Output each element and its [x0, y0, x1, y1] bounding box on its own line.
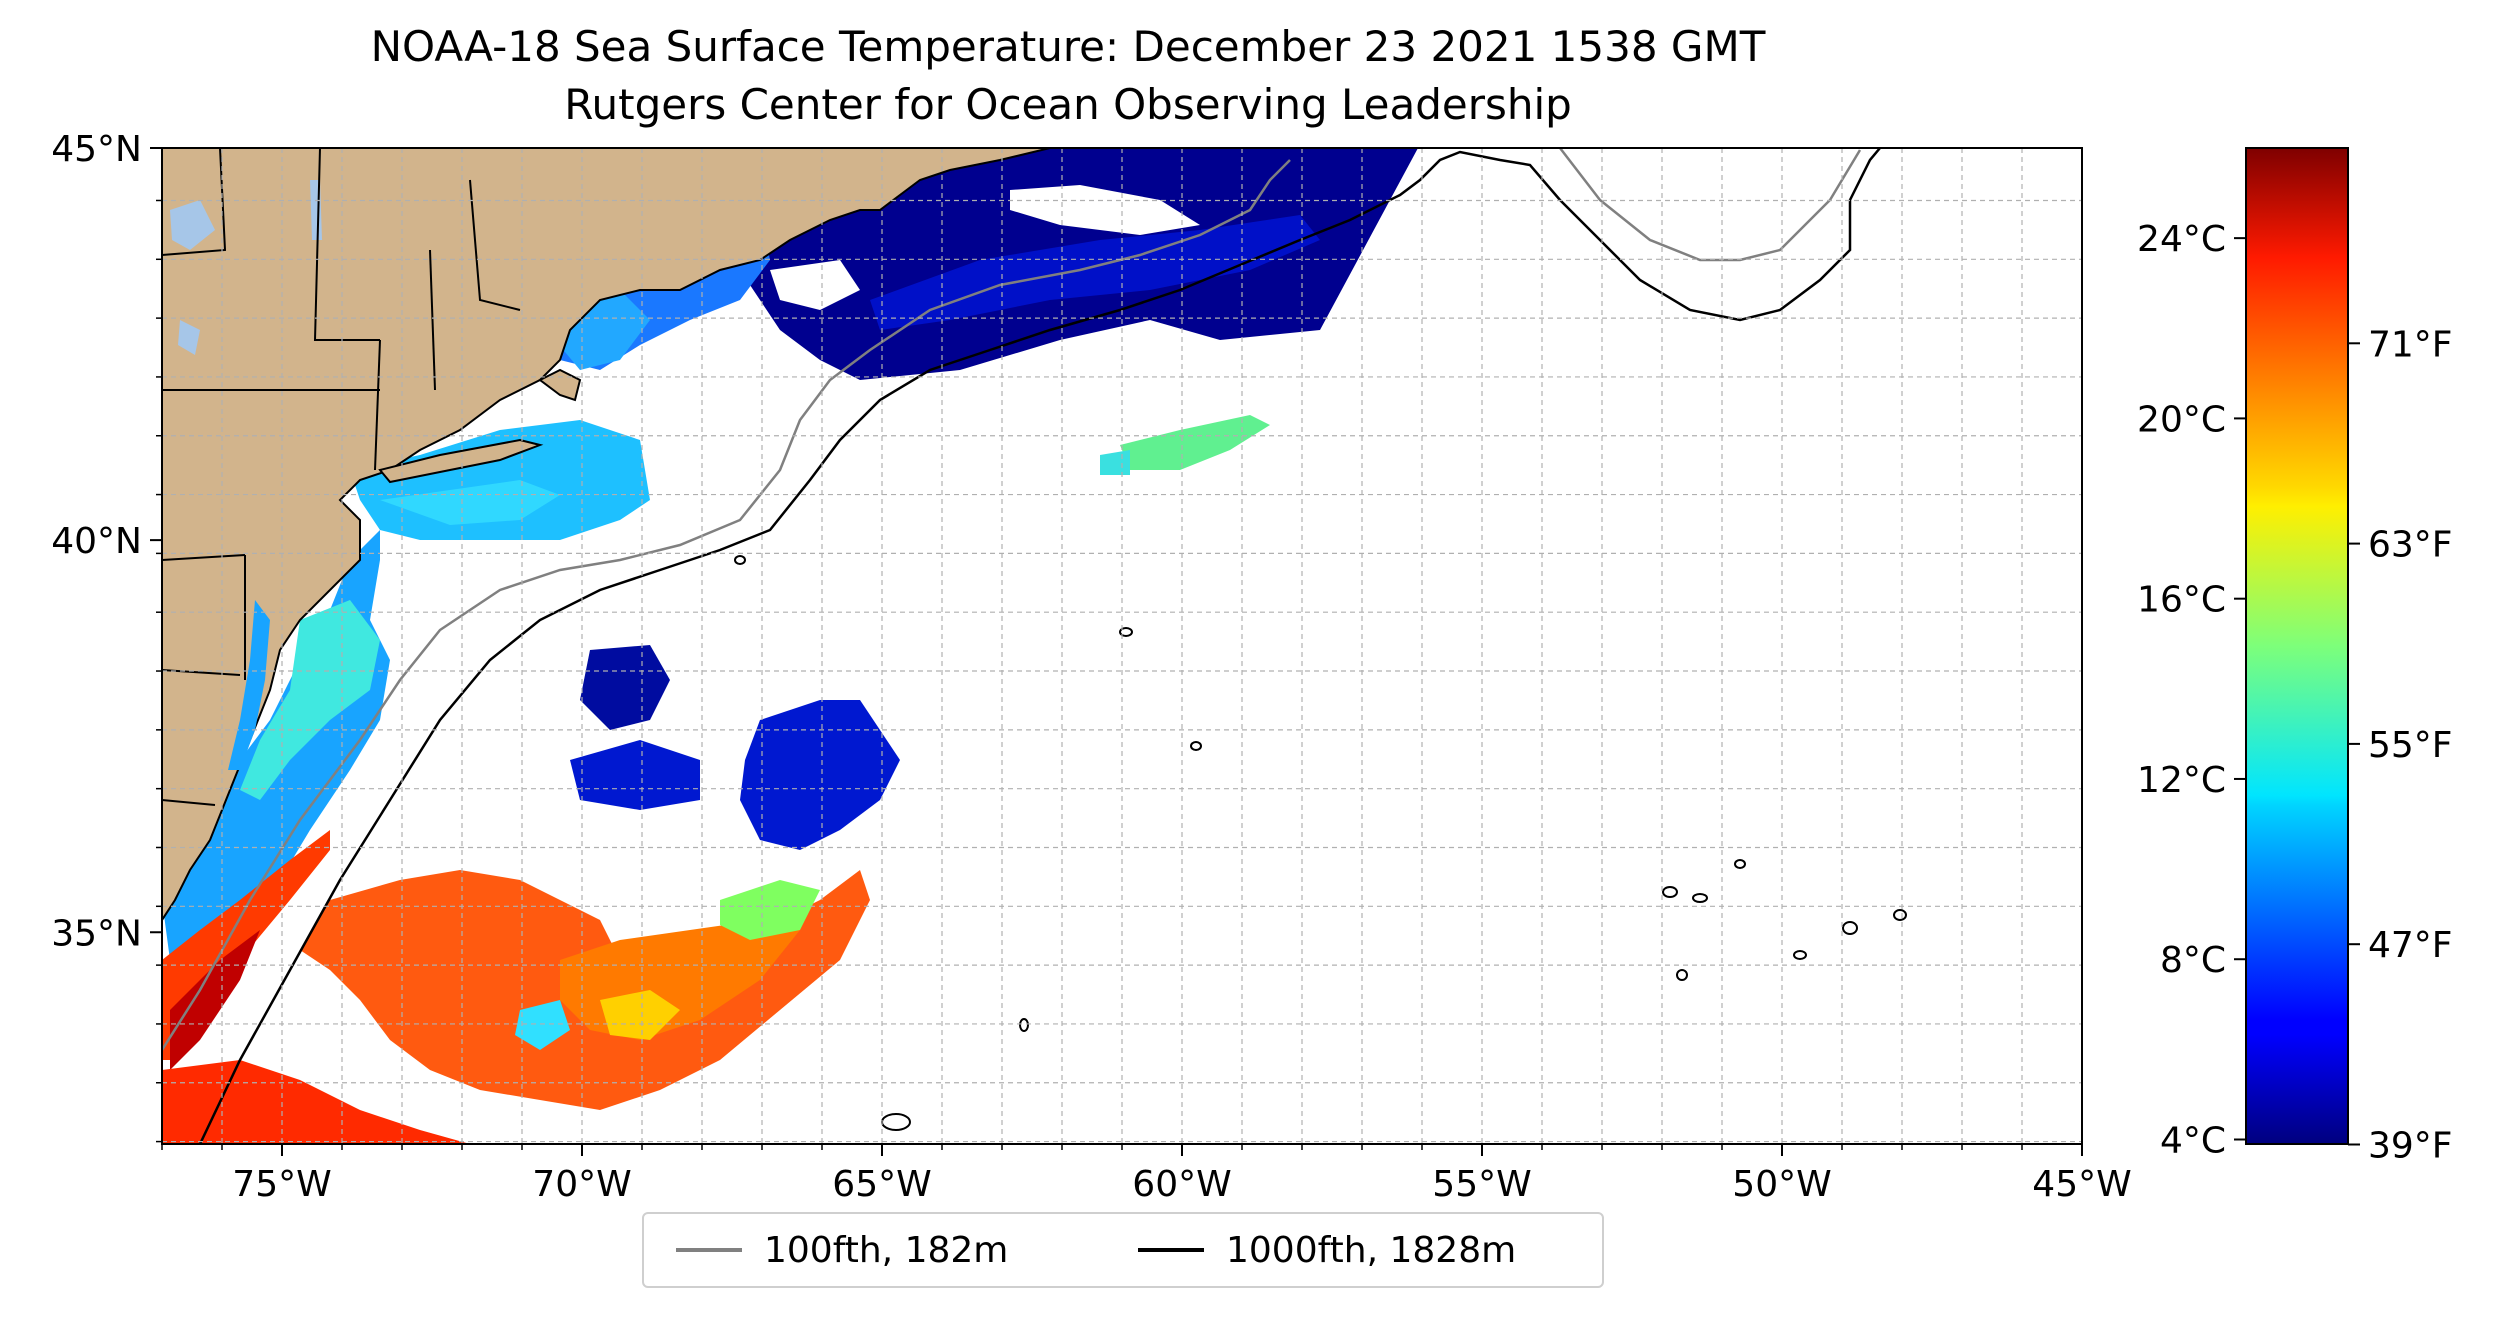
map-gridlines [162, 148, 2082, 1144]
colorbar-fahrenheit-label: 47°F [2368, 925, 2453, 966]
lon-tick-label: 45°W [2032, 1164, 2131, 1205]
colorbar-fahrenheit-label: 63°F [2368, 525, 2453, 566]
sst-eddy-yellow [600, 990, 680, 1040]
latitude-axis: 45°N 40°N 35°N [51, 129, 162, 1143]
colorbar-fahrenheit-label: 39°F [2368, 1126, 2453, 1167]
figure-subtitle: Rutgers Center for Ocean Observing Leade… [564, 80, 1572, 129]
colorbar-celsius-label: 24°C [2137, 219, 2226, 260]
sst-mid-atlantic-warm [240, 600, 380, 800]
lake-2 [310, 180, 322, 240]
lat-tick-label: 35°N [51, 913, 142, 954]
longitude-axis: 75°W 70°W 65°W 60°W 55°W 50°W 45°W [161, 1144, 2132, 1205]
figure-title: NOAA-18 Sea Surface Temperature: Decembe… [370, 22, 1766, 71]
seamount-contour [734, 555, 746, 565]
seamount-contour [1190, 741, 1202, 751]
sst-offshore-cold-3 [570, 740, 700, 810]
legend-label-100fth: 100fth, 182m [764, 1229, 1009, 1271]
colorbar-celsius-axis: 4°C 8°C 12°C 16°C 20°C 24°C [2137, 219, 2246, 1161]
lon-tick-label: 65°W [832, 1164, 931, 1205]
seamount-contour [1662, 886, 1678, 898]
sst-offshore-cold-2 [580, 645, 670, 730]
colorbar-fahrenheit-axis: 39°F 47°F 55°F 63°F 71°F [2348, 324, 2453, 1167]
seamount-contour [1793, 950, 1807, 960]
seamount-contour [1893, 909, 1907, 921]
isobath-1000fth [198, 148, 1881, 1144]
seamount-contour [1019, 1018, 1029, 1032]
colorbar-celsius-label: 20°C [2137, 399, 2226, 440]
seamount-contour [1734, 859, 1746, 869]
sst-offshore-green [1120, 415, 1270, 470]
sst-eddy-green [720, 880, 820, 940]
legend-swatch-1000fth [1138, 1248, 1204, 1252]
legend-label-1000fth: 1000fth, 1828m [1226, 1229, 1517, 1271]
colorbar-celsius-label: 12°C [2137, 760, 2226, 801]
colorbar-gradient [2245, 147, 2349, 1145]
sst-offshore-cold [740, 700, 900, 850]
chesapeake-bay [228, 600, 270, 770]
lake-3 [178, 320, 200, 355]
seamount-contour [1119, 627, 1133, 637]
sst-cloud-gap [1010, 185, 1200, 235]
colorbar-celsius-label: 16°C [2137, 580, 2226, 621]
colorbar-celsius-label: 8°C [2160, 940, 2226, 981]
lon-tick-label: 60°W [1132, 1164, 1231, 1205]
sst-ny-bight-inner [380, 480, 560, 525]
colorbar: 4°C 8°C 12°C 16°C 20°C 24°C 39°F 47°F 55°F 63°F 7… [2137, 147, 2453, 1167]
seamount-contour [1692, 893, 1708, 903]
legend-item-100fth: 100fth, 182m [676, 1214, 1008, 1286]
seamount-contour [1676, 969, 1688, 981]
colorbar-fahrenheit-label: 71°F [2368, 324, 2453, 365]
lat-tick-label: 40°N [51, 521, 142, 562]
sst-gulf-stream-south [162, 1060, 470, 1144]
long-island [378, 438, 544, 484]
lat-tick-label: 45°N [51, 129, 142, 170]
colorbar-fahrenheit-label: 55°F [2368, 725, 2453, 766]
colorbar-celsius-label: 4°C [2160, 1120, 2226, 1161]
seamount-contour [1842, 921, 1858, 935]
lon-tick-label: 50°W [1732, 1164, 1831, 1205]
sst-eddy-cyan [515, 1000, 570, 1050]
lon-tick-label: 70°W [532, 1164, 631, 1205]
map-content [162, 148, 2082, 1144]
sst-cold-swath-b [870, 215, 1320, 330]
sst-data-layer [162, 148, 1418, 1144]
lon-tick-label: 55°W [1432, 1164, 1531, 1205]
sst-cloud-gap-2 [770, 260, 860, 310]
lon-tick-label: 75°W [232, 1164, 331, 1205]
state-borders [162, 148, 521, 806]
legend-swatch-100fth [676, 1248, 742, 1252]
legend-item-1000fth: 1000fth, 1828m [1138, 1214, 1516, 1286]
legend: 100fth, 182m 1000fth, 1828m [642, 1212, 1604, 1288]
lake [170, 200, 215, 250]
